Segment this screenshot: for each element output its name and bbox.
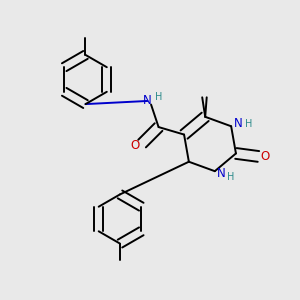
Text: O: O: [130, 140, 139, 152]
Text: H: H: [227, 172, 234, 182]
Text: N: N: [234, 117, 243, 130]
Text: H: H: [155, 92, 162, 102]
Text: N: N: [143, 94, 152, 107]
Text: N: N: [217, 167, 226, 180]
Text: O: O: [260, 150, 270, 163]
Text: H: H: [245, 119, 252, 129]
